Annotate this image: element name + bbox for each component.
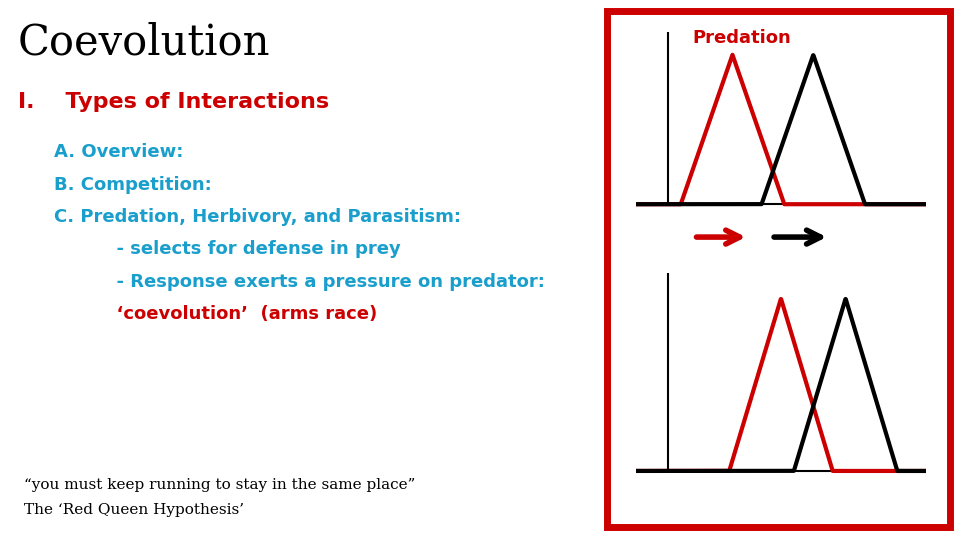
Text: The ‘Red Queen Hypothesis’: The ‘Red Queen Hypothesis’ xyxy=(24,503,244,517)
Text: Predation: Predation xyxy=(693,29,791,47)
Text: I.    Types of Interactions: I. Types of Interactions xyxy=(18,92,329,112)
Text: C. Predation, Herbivory, and Parasitism:: C. Predation, Herbivory, and Parasitism: xyxy=(54,208,461,226)
Text: “you must keep running to stay in the same place”: “you must keep running to stay in the sa… xyxy=(24,478,416,492)
Text: A. Overview:: A. Overview: xyxy=(54,143,183,161)
Text: ‘coevolution’  (arms race): ‘coevolution’ (arms race) xyxy=(54,305,377,323)
Text: B. Competition:: B. Competition: xyxy=(54,176,212,193)
Text: Coevolution: Coevolution xyxy=(18,22,271,64)
Text: - Response exerts a pressure on predator:: - Response exerts a pressure on predator… xyxy=(54,273,545,291)
Text: - selects for defense in prey: - selects for defense in prey xyxy=(54,240,400,258)
